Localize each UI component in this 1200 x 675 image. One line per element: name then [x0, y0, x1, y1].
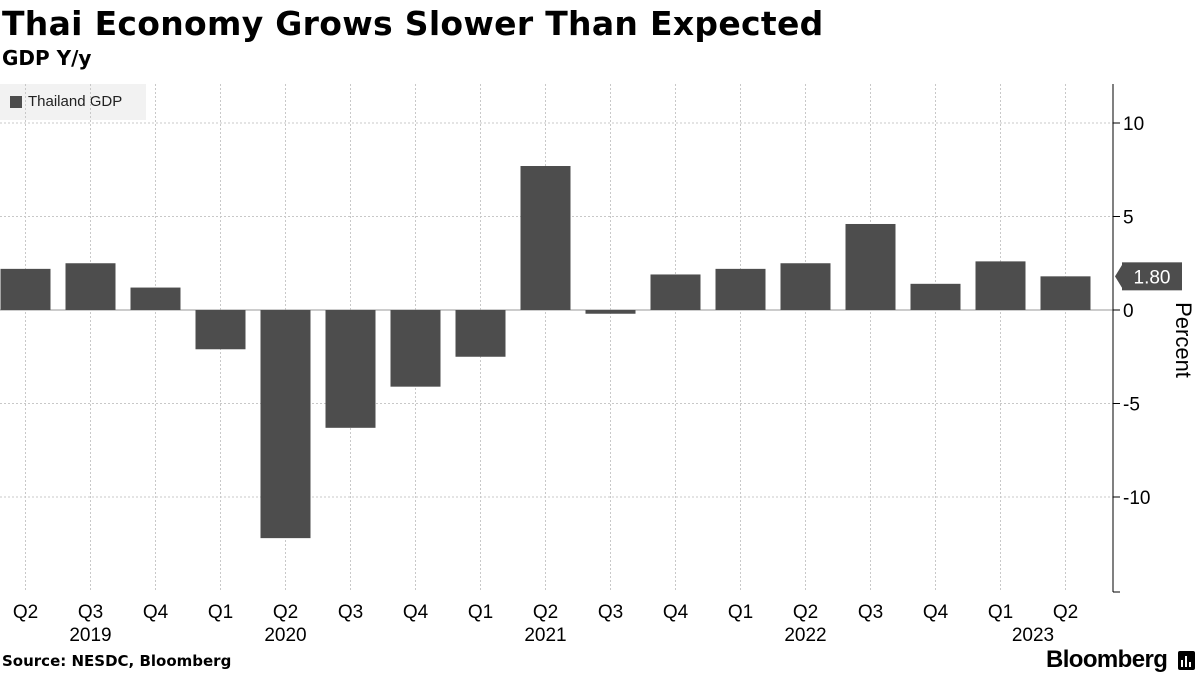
y-tick-label: -10 — [1123, 488, 1150, 509]
chart-title: Thai Economy Grows Slower Than Expected — [2, 4, 824, 43]
x-year-label: 2020 — [264, 625, 306, 646]
bloomberg-logo: Bloomberg — [1046, 646, 1168, 673]
x-tick-label: Q1 — [988, 602, 1013, 623]
y-axis: 10 5 0 -5 -10 1.80 — [1112, 84, 1182, 593]
x-tick-label: Q2 — [533, 602, 558, 623]
bar-q4-14 — [910, 283, 961, 310]
bar-q3-13 — [845, 223, 896, 310]
last-value-box — [1122, 262, 1182, 291]
chart-subtitle: GDP Y/y — [2, 46, 92, 70]
x-tick-label: Q4 — [923, 602, 949, 623]
bar-q3-9 — [585, 310, 636, 314]
bar-q2-4 — [260, 310, 311, 539]
bar-q3-5 — [325, 310, 376, 428]
x-year-label: 2023 — [1012, 625, 1054, 646]
x-tick-label: Q1 — [208, 602, 233, 623]
x-tick-label: Q3 — [598, 602, 623, 623]
bar-q3-1 — [65, 263, 116, 310]
x-tick-label: Q4 — [143, 602, 169, 623]
bloomberg-terminal-icon — [1178, 651, 1195, 670]
x-tick-label: Q2 — [273, 602, 298, 623]
chart-legend: Thailand GDP — [0, 84, 146, 120]
x-tick-label: Q3 — [858, 602, 883, 623]
bar-q4-6 — [390, 310, 441, 387]
x-tick-label: Q3 — [78, 602, 103, 623]
x-axis: Q2 Q3 Q4 Q1 Q2 Q3 Q4 Q1 Q2 Q3 Q4 Q1 Q2 Q3 Q4 Q1 Q2 2019 20… — [13, 602, 1078, 646]
bar-q2-8 — [520, 166, 571, 310]
x-tick-label: Q3 — [338, 602, 363, 623]
x-tick-label: Q2 — [1053, 602, 1078, 623]
y-tick-label: 5 — [1123, 208, 1134, 229]
x-tick-label: Q2 — [13, 602, 38, 623]
gridlines — [0, 84, 1113, 592]
bar-q1-15 — [975, 261, 1026, 310]
x-tick-label: Q1 — [468, 602, 493, 623]
bar-q2-0 — [0, 268, 51, 310]
x-tick-label: Q1 — [728, 602, 753, 623]
bar-q1-11 — [715, 268, 766, 310]
source-note: Source: NESDC, Bloomberg — [2, 652, 232, 670]
last-value-pointer — [1115, 263, 1123, 290]
bar-q1-3 — [195, 310, 246, 350]
y-tick-label: 10 — [1123, 114, 1144, 135]
x-year-label: 2021 — [524, 625, 566, 646]
x-year-label: 2019 — [69, 625, 111, 646]
legend-label: Thailand GDP — [28, 93, 123, 110]
bar-series — [0, 166, 1091, 539]
x-tick-label: Q2 — [793, 602, 818, 623]
y-tick-label: 0 — [1123, 301, 1134, 322]
x-tick-label: Q4 — [663, 602, 689, 623]
bar-q2-12 — [780, 263, 831, 310]
x-year-label: 2022 — [784, 625, 826, 646]
legend-swatch — [10, 96, 22, 108]
x-tick-label: Q4 — [403, 602, 429, 623]
bar-q1-7 — [455, 310, 506, 357]
bar-q4-2 — [130, 287, 181, 310]
bar-q4-10 — [650, 274, 701, 310]
y-axis-label: Percent — [1171, 302, 1196, 378]
bar-q2-16 — [1040, 276, 1091, 310]
last-value-label: 1.80 — [1134, 267, 1171, 288]
y-tick-label: -5 — [1123, 395, 1140, 416]
